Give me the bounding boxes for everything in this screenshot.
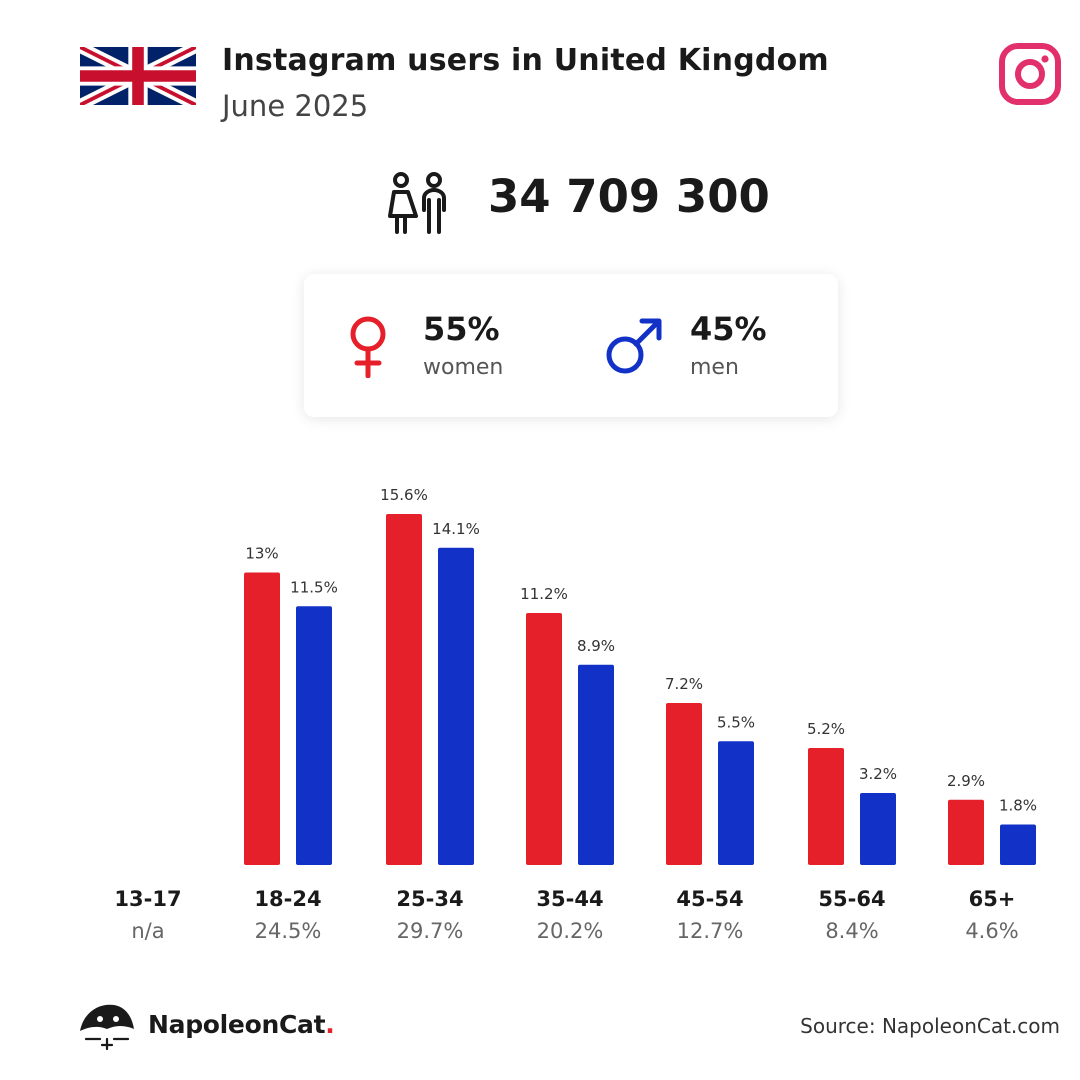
category-label: 18-24 (254, 887, 321, 911)
category-label: 65+ (969, 887, 1016, 911)
category-total: 4.6% (965, 919, 1018, 943)
female-icon (350, 316, 386, 378)
bar-value-label: 1.8% (999, 797, 1037, 815)
category-total: 12.7% (677, 919, 744, 943)
category-label: 25-34 (396, 887, 463, 911)
bar-value-label: 2.9% (947, 772, 985, 790)
source-note: Source: NapoleonCat.com (800, 1014, 1060, 1038)
bar-25-34-s0 (386, 514, 422, 865)
bar-18-24-s1 (296, 606, 332, 865)
category-total: 29.7% (397, 919, 464, 943)
bar-55-64-s0 (808, 748, 844, 865)
bar-65+-s0 (948, 799, 984, 865)
category-total: n/a (131, 919, 164, 943)
page-title: Instagram users in United Kingdom (222, 43, 829, 78)
bar-value-label: 11.2% (520, 585, 568, 603)
bar-45-54-s0 (666, 703, 702, 865)
uk-flag-icon (80, 47, 196, 105)
female-percent: 55% (423, 310, 500, 348)
bar-25-34-s1 (438, 547, 474, 865)
napoleoncat-logo-icon (80, 1004, 134, 1051)
category-label: 35-44 (536, 887, 603, 911)
male-percent: 45% (690, 310, 767, 348)
bar-value-label: 11.5% (290, 578, 338, 596)
bar-35-44-s1 (578, 664, 614, 865)
male-icon (606, 318, 662, 374)
female-label: women (423, 355, 504, 380)
bar-value-label: 7.2% (665, 675, 703, 693)
bar-18-24-s0 (244, 572, 280, 865)
bar-35-44-s0 (526, 613, 562, 865)
bar-value-label: 8.9% (577, 637, 615, 655)
bar-45-54-s1 (718, 741, 754, 865)
page-subtitle: June 2025 (222, 89, 369, 123)
brand-name: NapoleonCat. (148, 1010, 335, 1039)
bar-value-label: 13% (245, 545, 278, 563)
bar-value-label: 14.1% (432, 520, 480, 538)
age-gender-bar-chart: 13-17 n/a 13% 11.5% 18-24 24.5% 15.6%14.1% 25-3… (114, 486, 1037, 943)
instagram-icon (999, 43, 1061, 105)
users-icon (388, 172, 446, 234)
bar-value-label: 3.2% (859, 765, 897, 783)
category-label: 13-17 (114, 887, 181, 911)
bar-65+-s1 (1000, 824, 1036, 865)
category-total: 8.4% (825, 919, 878, 943)
bar-value-label: 5.2% (807, 720, 845, 738)
bar-55-64-s1 (860, 793, 896, 865)
total-users-value: 34 709 300 (488, 170, 770, 223)
category-label: 55-64 (818, 887, 885, 911)
category-label: 45-54 (676, 887, 743, 911)
category-total: 24.5% (255, 919, 322, 943)
category-total: 20.2% (537, 919, 604, 943)
bar-value-label: 5.5% (717, 713, 755, 731)
gender-card (304, 274, 838, 417)
male-label: men (690, 355, 739, 380)
bar-value-label: 15.6% (380, 486, 428, 504)
